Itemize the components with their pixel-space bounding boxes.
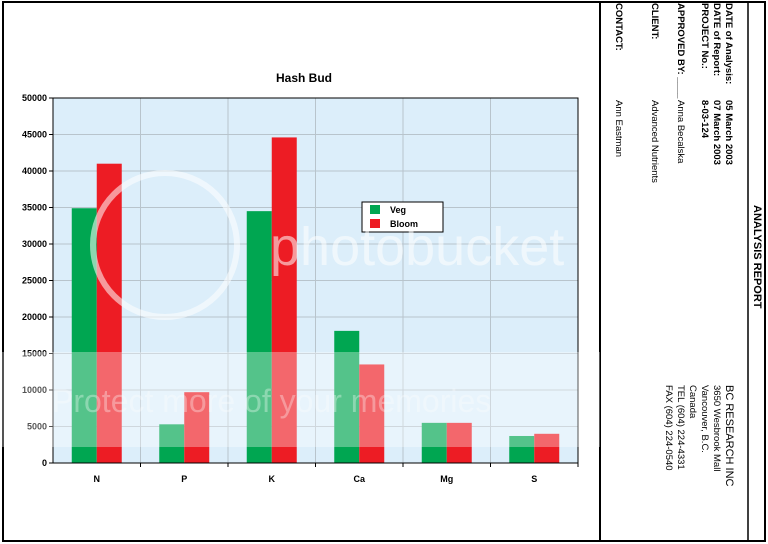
company-line: Vancouver, B.C.	[699, 385, 710, 453]
report-header: ANALYSIS REPORT DATE of Analysis: 05 Mar…	[613, 3, 763, 487]
field-label: CONTACT:	[613, 3, 624, 51]
x-tick-label: N	[94, 474, 101, 484]
bar	[421, 422, 447, 463]
bar	[446, 422, 472, 463]
watermark-banner: Protect more of your memories	[52, 383, 491, 419]
legend-swatch	[370, 219, 380, 228]
y-tick-label: 45000	[22, 130, 47, 140]
report-heading: ANALYSIS REPORT	[751, 205, 763, 309]
watermark-logo: photobucket	[270, 217, 564, 277]
bar	[246, 211, 272, 463]
y-tick-label: 20000	[22, 312, 47, 322]
bar	[334, 330, 360, 463]
company-line: BC RESEARCH INC	[723, 385, 735, 487]
y-tick-label: 40000	[22, 166, 47, 176]
field-value: 8-03-124	[699, 100, 710, 139]
watermark: photobucket Protect more of your memorie…	[0, 170, 600, 447]
plot-frame	[52, 97, 579, 464]
bar	[271, 137, 297, 464]
bar	[534, 433, 560, 463]
legend-swatch	[370, 205, 380, 214]
chart-title: Hash Bud	[276, 71, 332, 85]
field-value: Advanced Nutrients	[649, 100, 660, 183]
x-tick-label: S	[531, 474, 537, 484]
y-tick-label: 35000	[22, 203, 47, 213]
bar	[159, 424, 185, 463]
bar	[359, 364, 385, 463]
x-tick-label: Mg	[440, 474, 453, 484]
x-tick-label: P	[181, 474, 187, 484]
company-line: FAX (604) 224-0540	[663, 385, 674, 471]
bar	[184, 392, 210, 463]
y-tick-label: 50000	[22, 93, 47, 103]
field-value: 05 March 2003	[723, 100, 734, 165]
field-label: PROJECT No.:	[699, 3, 710, 69]
bar	[509, 435, 535, 463]
field-label: APPROVED BY: ____	[675, 3, 686, 99]
field-value: Anna Becalska	[675, 100, 686, 164]
field-value: 07 March 2003	[711, 100, 722, 165]
x-tick-label: K	[269, 474, 276, 484]
company-line: Canada	[687, 385, 698, 419]
legend-label: Veg	[390, 205, 406, 215]
y-tick-label: 25000	[22, 276, 47, 286]
x-tick-label: Ca	[353, 474, 365, 484]
watermark-logo-ring	[90, 170, 240, 320]
watermark-band	[0, 352, 600, 447]
legend-label: Bloom	[390, 219, 418, 229]
field-label: CLIENT:	[649, 3, 660, 39]
company-line: 3650 Wesbrook Mall	[711, 385, 722, 471]
company-line: TEL (604) 224-4331	[675, 385, 686, 470]
y-tick-label: 15000	[22, 349, 47, 359]
field-label: DATE of Report:	[711, 3, 722, 76]
y-tick-label: 0	[42, 458, 47, 468]
y-tick-label: 30000	[22, 239, 47, 249]
y-tick-label: 10000	[22, 385, 47, 395]
field-value: Ann Eastman	[613, 100, 624, 157]
y-tick-label: 5000	[27, 422, 47, 432]
chart: 0 5000 10000 15000 20000 25000 30000 35000 40000…	[22, 93, 579, 484]
field-label: DATE of Analysis:	[723, 3, 734, 84]
